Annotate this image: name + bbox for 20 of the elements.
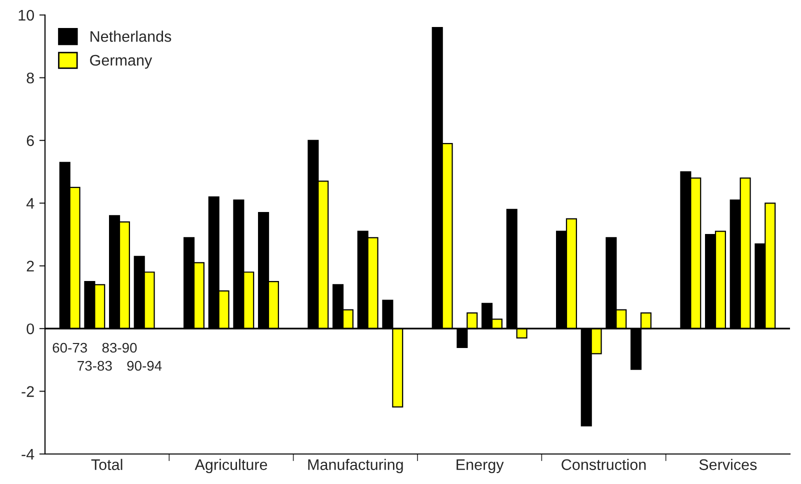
text: Total xyxy=(91,458,122,470)
legend-label: Germany xyxy=(90,54,152,69)
x-tick-label: 83-90 xyxy=(102,342,137,353)
x-tick-label: 73-83 xyxy=(78,360,112,371)
text: Construction xyxy=(562,458,646,470)
text: Agriculture xyxy=(194,458,268,474)
x-tick-label: 60-73 xyxy=(52,342,87,353)
y-tick-label: 10 xyxy=(18,10,34,21)
y-tick-label: -4 xyxy=(22,449,34,460)
y-tick-label: 8 xyxy=(26,72,34,84)
text: Energy xyxy=(456,459,504,474)
x-tick-label: 90-94 xyxy=(127,360,162,371)
y-tick-label: 4 xyxy=(26,198,34,209)
y-tick-label: 0 xyxy=(26,323,34,334)
text: Services xyxy=(699,458,757,470)
y-tick-label: -2 xyxy=(22,386,34,397)
y-tick-label: 6 xyxy=(26,135,34,146)
y-tick-label: 2 xyxy=(26,260,34,272)
text: Manufacturing xyxy=(308,458,403,474)
legend-label: Netherlands xyxy=(90,30,172,42)
